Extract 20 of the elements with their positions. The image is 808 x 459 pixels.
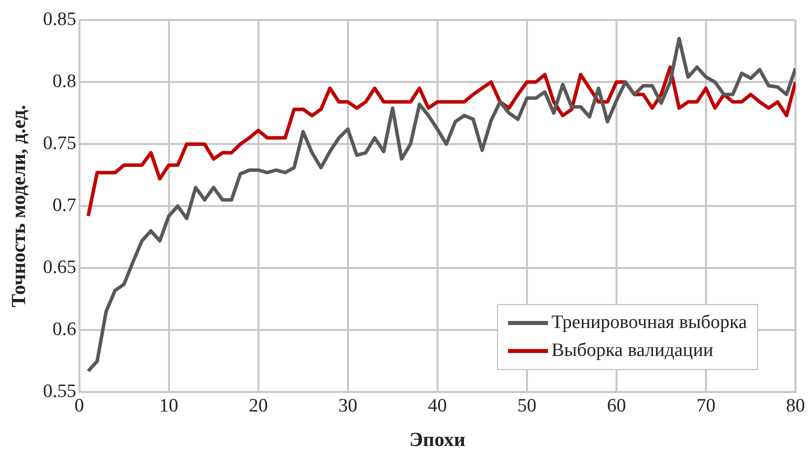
y-axis-title: Точность модели, д.ед. [8, 104, 30, 308]
x-tick-label: 30 [338, 396, 358, 417]
y-tick-label: 0.6 [52, 319, 76, 340]
x-tick-label: 70 [696, 396, 716, 417]
x-tick-label: 60 [606, 396, 626, 417]
x-tick-label: 80 [786, 396, 805, 417]
y-tick-label: 0.8 [52, 71, 76, 92]
x-tick-label: 20 [248, 396, 268, 417]
legend-label: Тренировочная выборка [552, 312, 747, 334]
x-tick-label: 40 [428, 396, 447, 417]
y-tick-label: 0.85 [43, 8, 76, 30]
x-axis-title: Эпохи [409, 429, 466, 452]
x-tick-label: 50 [517, 396, 536, 417]
legend-label: Выборка валидации [552, 340, 714, 362]
y-tick-label: 0.7 [52, 195, 76, 216]
x-tick-label: 0 [74, 396, 84, 417]
x-tick-label: 10 [159, 396, 178, 417]
y-tick-label: 0.75 [43, 133, 76, 154]
y-tick-label: 0.55 [43, 381, 76, 402]
y-tick-label: 0.65 [43, 257, 76, 278]
